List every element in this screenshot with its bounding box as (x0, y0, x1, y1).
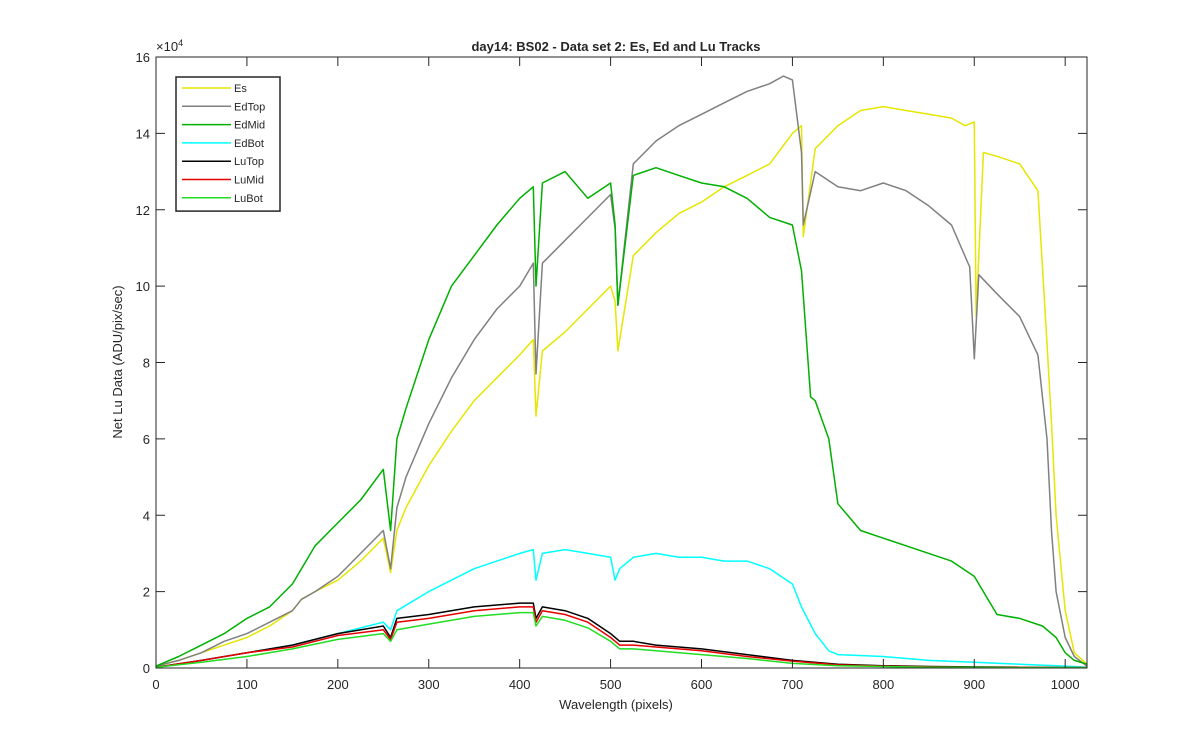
legend-box (175, 76, 281, 212)
legend-label-lutop: LuTop (234, 156, 264, 168)
plot-area: 0 100 200 300 400 500 600 700 800 900 1000 0 2 4 6 8 10 1… (136, 50, 1088, 692)
x-tick-label: 300 (418, 677, 440, 692)
x-tick-label: 100 (236, 677, 258, 692)
y-tick-label: 4 (143, 508, 150, 523)
y-tick-label: 10 (136, 279, 150, 294)
y-tick-label: 12 (136, 203, 150, 218)
y-tick-label: 0 (143, 661, 150, 676)
series-line-edbot (156, 548, 1087, 668)
legend-label-lumid: LuMid (234, 175, 264, 187)
y-tick-label: 6 (143, 432, 150, 447)
x-tick-label: 200 (327, 677, 349, 692)
x-tick-label: 1000 (1051, 677, 1080, 692)
x-tick-label: 800 (872, 677, 894, 692)
x-tick-label: 0 (152, 677, 159, 692)
legend-label-edmid: EdMid (234, 120, 265, 132)
series-line-edmid (156, 166, 1087, 667)
legend-label-edbot: EdBot (234, 138, 264, 150)
x-tick-label: 400 (509, 677, 531, 692)
x-tick-label: 500 (600, 677, 622, 692)
y-axis-label: Net Lu Data (ADU/pix/sec) (110, 285, 125, 438)
chart-title: day14: BS02 - Data set 2: Es, Ed and Lu … (471, 39, 760, 54)
legend-label-edtop: EdTop (234, 101, 265, 113)
axes-background (156, 57, 1087, 668)
x-axis-label: Wavelength (pixels) (559, 697, 673, 712)
y-exponent-power: 4 (178, 38, 183, 48)
series-group (156, 75, 1087, 668)
legend-label-es: Es (234, 83, 247, 95)
y-exponent-label: ×104 (156, 38, 183, 54)
x-tick-label: 900 (963, 677, 985, 692)
legend-label-lubot: LuBot (234, 193, 263, 205)
y-tick-label: 14 (136, 126, 150, 141)
x-tick-label: 600 (691, 677, 713, 692)
series-line-lubot (156, 611, 1087, 668)
y-exponent-base: ×10 (156, 39, 178, 54)
series-line-es (156, 105, 1087, 667)
y-tick-label: 8 (143, 356, 150, 371)
y-tick-label: 2 (143, 585, 150, 600)
x-tick-label: 700 (782, 677, 804, 692)
legend: Es EdTop EdMid EdBot LuTop LuMid LuBot (175, 76, 281, 212)
series-line-edtop (156, 75, 1087, 667)
y-tick-label: 16 (136, 50, 150, 65)
